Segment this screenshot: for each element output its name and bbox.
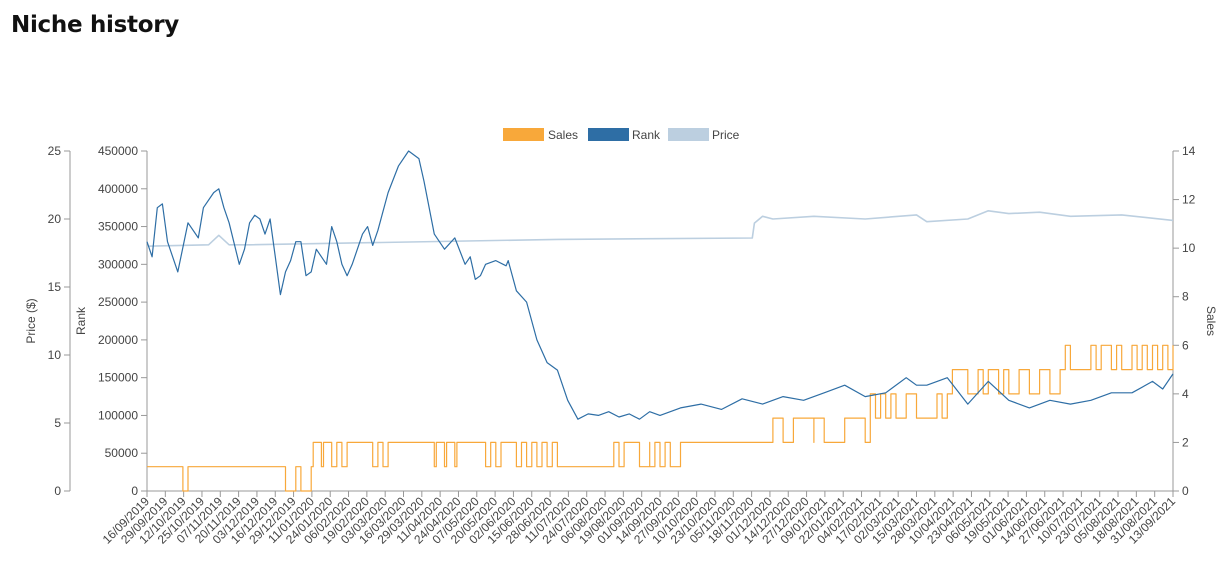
rank-tick-label: 200000 — [98, 333, 138, 347]
sales-tick-label: 14 — [1182, 144, 1196, 158]
legend-item-sales[interactable]: Sales — [503, 128, 578, 142]
price-series-line — [146, 210, 1174, 247]
legend-item-rank[interactable]: Rank — [588, 128, 661, 142]
rank-tick-label: 0 — [131, 484, 138, 498]
price-axis-title: Price ($) — [24, 298, 38, 343]
rank-axis-title: Rank — [74, 306, 88, 335]
series-layer — [146, 150, 1174, 492]
price-tick-label: 20 — [48, 212, 62, 226]
rank-tick-label: 450000 — [98, 144, 138, 158]
rank-tick-label: 300000 — [98, 257, 138, 271]
price-tick-label: 25 — [48, 144, 62, 158]
legend-item-price[interactable]: Price — [668, 128, 740, 142]
rank-series-line — [146, 150, 1174, 420]
rank-tick-label: 400000 — [98, 182, 138, 196]
legend-swatch-price — [668, 128, 709, 141]
rank-tick-label: 50000 — [105, 446, 139, 460]
sales-tick-label: 8 — [1182, 290, 1189, 304]
legend[interactable]: Sales Rank Price — [503, 128, 740, 142]
legend-label-sales: Sales — [548, 128, 578, 142]
rank-tick-label: 150000 — [98, 371, 138, 385]
sales-axis-title: Sales — [1204, 306, 1218, 336]
price-tick-label: 10 — [48, 348, 62, 362]
sales-tick-label: 12 — [1182, 193, 1196, 207]
price-tick-label: 5 — [54, 416, 61, 430]
sales-series-line — [147, 344, 1174, 492]
rank-tick-label: 100000 — [98, 408, 138, 422]
legend-swatch-sales — [503, 128, 544, 141]
price-tick-label: 0 — [54, 484, 61, 498]
rank-tick-label: 350000 — [98, 220, 138, 234]
page-title: Niche history — [11, 12, 179, 38]
sales-tick-label: 2 — [1182, 435, 1189, 449]
price-tick-label: 15 — [48, 280, 62, 294]
legend-label-price: Price — [712, 128, 740, 142]
sales-tick-label: 4 — [1182, 387, 1189, 401]
legend-label-rank: Rank — [632, 128, 661, 142]
legend-swatch-rank — [588, 128, 629, 141]
rank-tick-label: 250000 — [98, 295, 138, 309]
sales-tick-label: 10 — [1182, 241, 1196, 255]
sales-tick-label: 0 — [1182, 484, 1189, 498]
sales-tick-label: 6 — [1182, 338, 1189, 352]
